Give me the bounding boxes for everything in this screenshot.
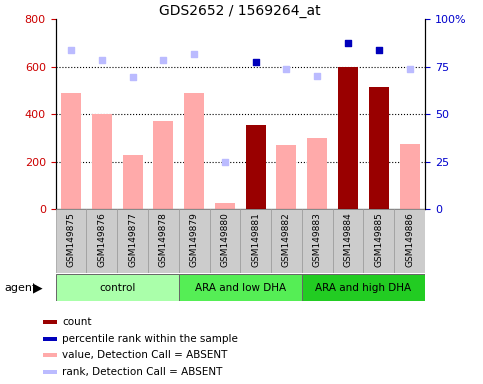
Bar bbox=[246, 125, 266, 209]
Point bbox=[221, 159, 229, 165]
Point bbox=[128, 74, 136, 81]
Point bbox=[375, 47, 383, 53]
Bar bbox=[117, 209, 148, 273]
Bar bbox=[148, 209, 179, 273]
Bar bbox=[56, 209, 86, 273]
Bar bbox=[179, 209, 210, 273]
Bar bbox=[364, 209, 394, 273]
Point bbox=[283, 66, 290, 72]
Text: control: control bbox=[99, 283, 135, 293]
Point bbox=[313, 73, 321, 79]
Bar bbox=[179, 274, 302, 301]
Text: GSM149883: GSM149883 bbox=[313, 212, 322, 267]
Bar bbox=[307, 138, 327, 209]
Bar bbox=[92, 114, 112, 209]
Text: agent: agent bbox=[5, 283, 37, 293]
Text: GSM149879: GSM149879 bbox=[190, 212, 199, 267]
Point bbox=[67, 47, 75, 53]
Text: count: count bbox=[62, 317, 92, 327]
Bar bbox=[184, 93, 204, 209]
Bar bbox=[338, 67, 358, 209]
Bar bbox=[399, 144, 420, 209]
Bar bbox=[43, 353, 57, 358]
Text: GSM149886: GSM149886 bbox=[405, 212, 414, 267]
Bar bbox=[276, 145, 297, 209]
Point bbox=[406, 66, 413, 72]
Bar bbox=[56, 274, 179, 301]
Text: percentile rank within the sample: percentile rank within the sample bbox=[62, 334, 238, 344]
Bar bbox=[153, 121, 173, 209]
Point bbox=[252, 59, 259, 65]
Bar bbox=[271, 209, 302, 273]
Text: GSM149885: GSM149885 bbox=[374, 212, 384, 267]
Text: GSM149876: GSM149876 bbox=[97, 212, 106, 267]
Text: ARA and high DHA: ARA and high DHA bbox=[315, 283, 412, 293]
Bar bbox=[215, 204, 235, 209]
Bar bbox=[43, 320, 57, 324]
Bar bbox=[43, 370, 57, 374]
Bar bbox=[394, 209, 425, 273]
Bar bbox=[369, 87, 389, 209]
Text: value, Detection Call = ABSENT: value, Detection Call = ABSENT bbox=[62, 350, 227, 360]
Point bbox=[159, 56, 167, 63]
Bar bbox=[123, 155, 142, 209]
Bar bbox=[333, 209, 364, 273]
Text: ▶: ▶ bbox=[33, 281, 43, 294]
Point bbox=[344, 40, 352, 46]
Text: GSM149881: GSM149881 bbox=[251, 212, 260, 267]
Text: GSM149884: GSM149884 bbox=[343, 212, 353, 267]
Bar bbox=[86, 209, 117, 273]
Bar bbox=[210, 209, 240, 273]
Text: GSM149882: GSM149882 bbox=[282, 212, 291, 267]
Text: ARA and low DHA: ARA and low DHA bbox=[195, 283, 286, 293]
Bar bbox=[240, 209, 271, 273]
Bar bbox=[43, 336, 57, 341]
Bar bbox=[302, 274, 425, 301]
Text: GSM149880: GSM149880 bbox=[220, 212, 229, 267]
Bar bbox=[302, 209, 333, 273]
Title: GDS2652 / 1569264_at: GDS2652 / 1569264_at bbox=[159, 4, 321, 18]
Point bbox=[190, 51, 198, 57]
Text: GSM149878: GSM149878 bbox=[159, 212, 168, 267]
Point bbox=[98, 56, 106, 63]
Bar bbox=[61, 93, 81, 209]
Text: rank, Detection Call = ABSENT: rank, Detection Call = ABSENT bbox=[62, 367, 223, 377]
Text: GSM149875: GSM149875 bbox=[67, 212, 75, 267]
Text: GSM149877: GSM149877 bbox=[128, 212, 137, 267]
